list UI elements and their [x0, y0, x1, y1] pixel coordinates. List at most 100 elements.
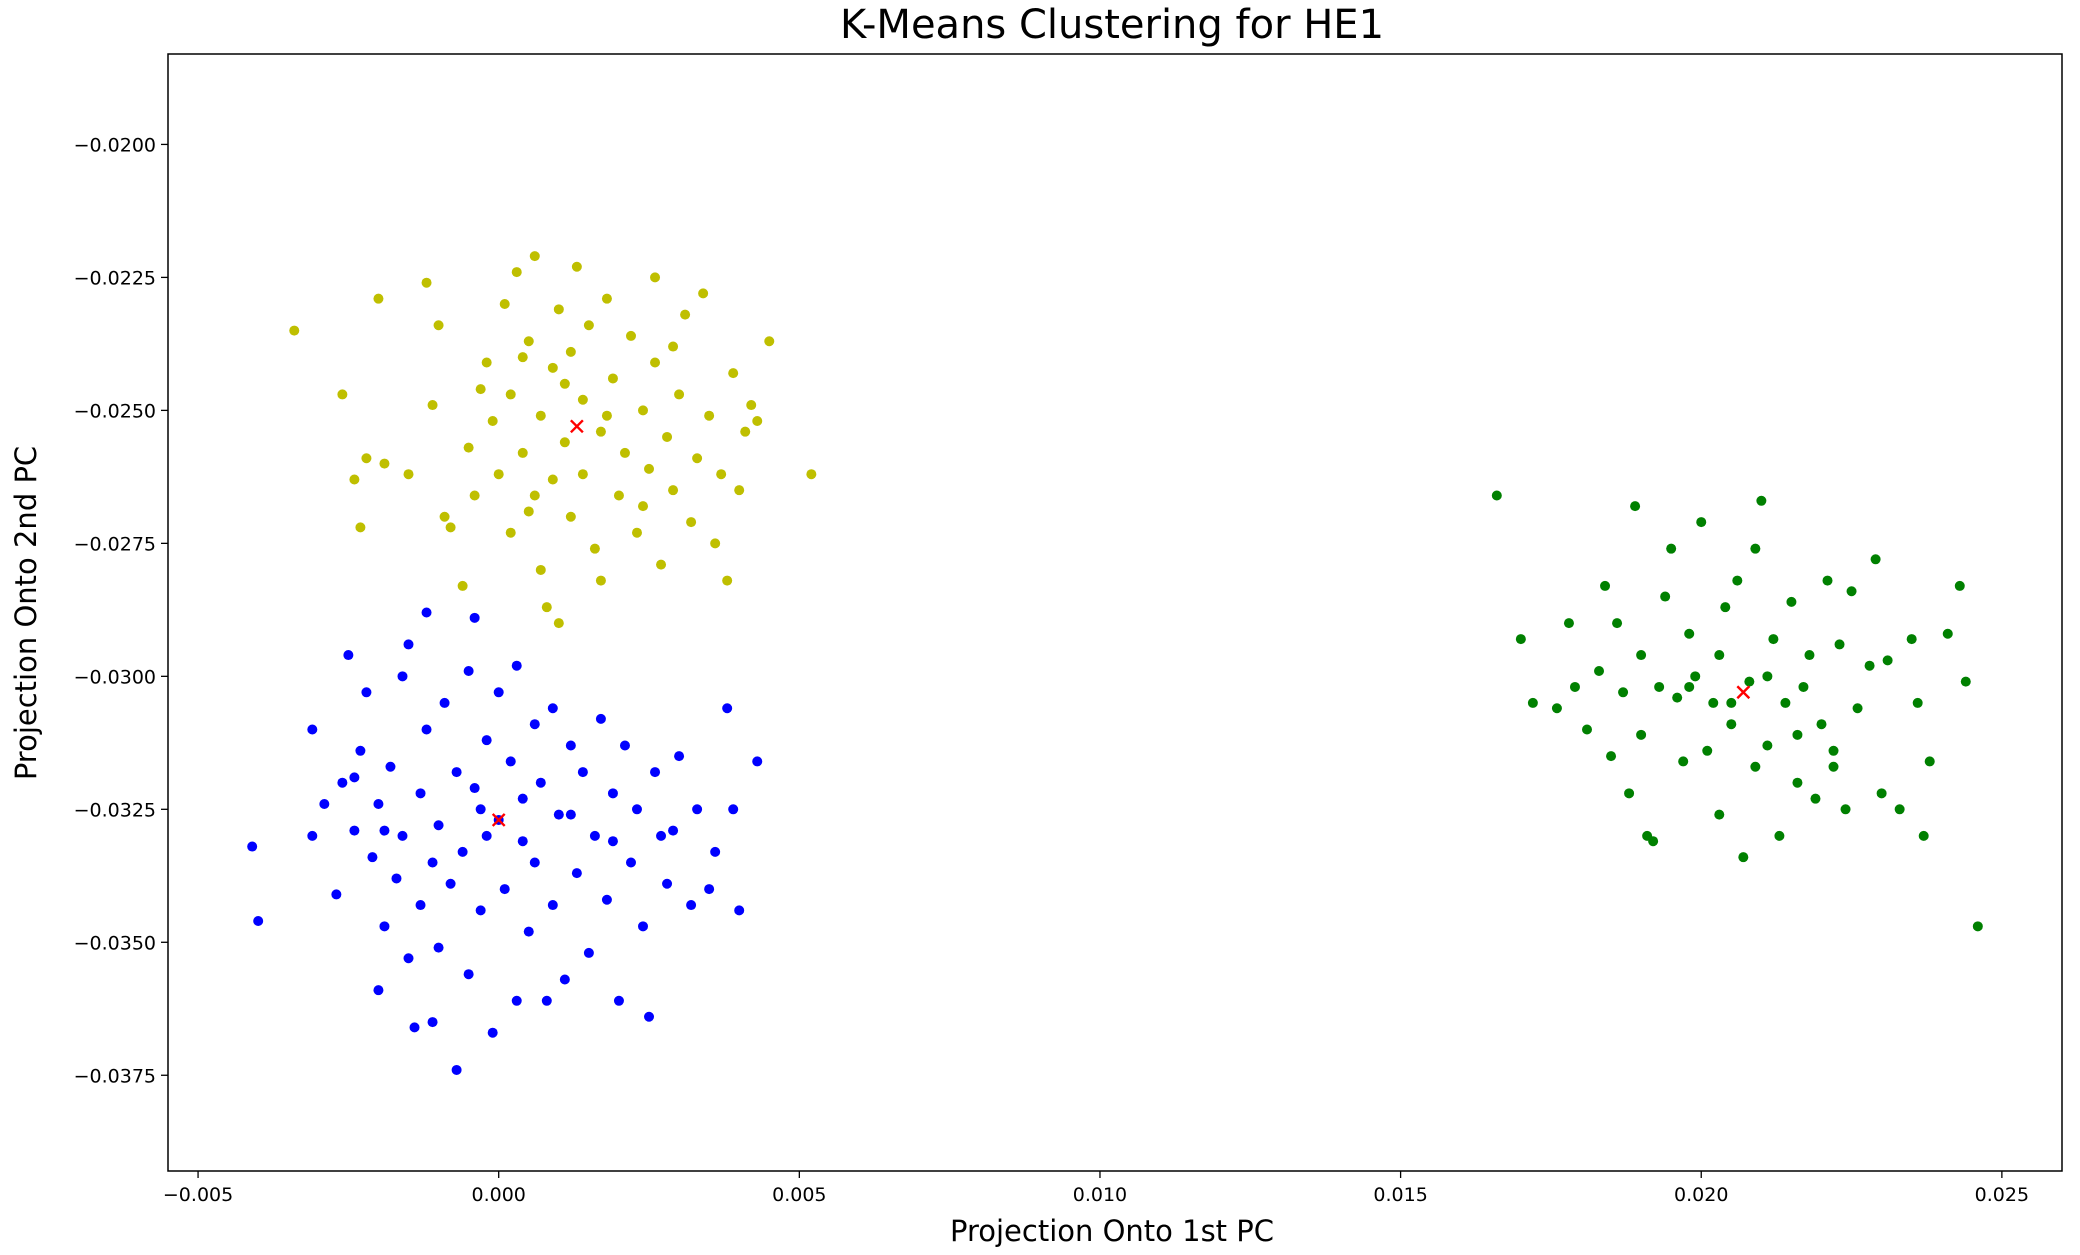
data-point-cluster-2: [433, 942, 444, 953]
data-point-cluster-1: [553, 618, 564, 629]
data-point-cluster-1: [535, 564, 546, 575]
data-point-cluster-2: [529, 719, 540, 730]
data-point-cluster-3: [1648, 836, 1659, 847]
x-tick-label: 0.020: [1674, 1184, 1728, 1206]
data-point-cluster-3: [1882, 655, 1893, 666]
data-point-cluster-1: [686, 517, 697, 528]
data-point-cluster-1: [704, 410, 715, 421]
x-tick-label: 0.015: [1373, 1184, 1427, 1206]
data-point-cluster-2: [475, 905, 486, 916]
data-point-cluster-3: [1792, 777, 1803, 788]
data-point-cluster-1: [752, 416, 763, 427]
data-point-cluster-3: [1581, 724, 1592, 735]
data-point-cluster-2: [511, 995, 522, 1006]
data-point-cluster-3: [1846, 586, 1857, 597]
data-point-cluster-2: [583, 947, 594, 958]
data-point-cluster-2: [337, 777, 348, 788]
data-point-cluster-2: [692, 804, 703, 815]
data-point-cluster-3: [1762, 740, 1773, 751]
data-point-cluster-1: [373, 293, 384, 304]
data-point-cluster-2: [656, 830, 667, 841]
data-point-cluster-1: [601, 293, 612, 304]
data-point-cluster-1: [571, 261, 582, 272]
data-point-cluster-1: [421, 277, 432, 288]
data-point-cluster-3: [1563, 618, 1574, 629]
data-point-cluster-2: [734, 905, 745, 916]
data-point-cluster-3: [1666, 543, 1677, 554]
data-point-cluster-3: [1786, 596, 1797, 607]
data-point-cluster-3: [1527, 697, 1538, 708]
data-point-cluster-3: [1636, 650, 1647, 661]
data-point-cluster-1: [565, 346, 576, 357]
data-point-cluster-2: [619, 740, 630, 751]
y-tick-label: −0.0225: [74, 267, 156, 289]
data-point-cluster-1: [487, 416, 498, 427]
y-tick-label: −0.0275: [74, 533, 156, 555]
centroid-marker: [1736, 685, 1751, 700]
data-point-cluster-2: [421, 607, 432, 618]
data-point-cluster-1: [427, 400, 438, 411]
data-point-cluster-2: [421, 724, 432, 735]
data-point-cluster-1: [698, 288, 709, 299]
data-point-cluster-2: [415, 788, 426, 799]
data-point-cluster-3: [1864, 660, 1875, 671]
data-point-cluster-2: [674, 751, 685, 762]
data-point-cluster-2: [686, 900, 697, 911]
data-point-cluster-2: [349, 772, 360, 783]
data-point-cluster-2: [704, 884, 715, 895]
data-point-cluster-1: [650, 272, 661, 283]
x-tick-label: 0.010: [1073, 1184, 1127, 1206]
data-point-cluster-2: [517, 793, 528, 804]
y-axis-title: Projection Onto 2nd PC: [9, 446, 43, 780]
data-point-cluster-1: [439, 511, 450, 522]
data-point-cluster-2: [409, 1022, 420, 1033]
data-point-cluster-1: [764, 336, 775, 347]
data-point-cluster-3: [1624, 788, 1635, 799]
data-point-cluster-3: [1756, 495, 1767, 506]
data-point-cluster-1: [529, 251, 540, 262]
data-point-cluster-2: [439, 697, 450, 708]
chart-title: K-Means Clustering for HE1: [840, 2, 1384, 48]
y-tick-label: −0.0200: [74, 134, 156, 156]
data-point-cluster-1: [517, 447, 528, 458]
data-point-cluster-3: [1720, 602, 1731, 613]
data-point-cluster-2: [361, 687, 372, 698]
data-point-cluster-2: [481, 735, 492, 746]
data-point-cluster-1: [493, 469, 504, 480]
data-point-cluster-2: [499, 884, 510, 895]
data-point-cluster-2: [517, 836, 528, 847]
data-point-cluster-3: [1822, 575, 1833, 586]
data-point-cluster-1: [668, 485, 679, 496]
data-point-cluster-2: [493, 687, 504, 698]
data-point-cluster-2: [662, 878, 673, 889]
data-point-cluster-2: [529, 857, 540, 868]
data-point-cluster-2: [349, 825, 360, 836]
data-point-cluster-2: [391, 873, 402, 884]
plot-frame: [167, 53, 2063, 1172]
data-point-cluster-2: [511, 660, 522, 671]
data-point-cluster-2: [625, 857, 636, 868]
x-tick-label: 0.025: [1975, 1184, 2029, 1206]
data-point-cluster-2: [565, 809, 576, 820]
data-point-cluster-1: [541, 602, 552, 613]
data-point-cluster-3: [1906, 634, 1917, 645]
data-point-cluster-3: [1678, 756, 1689, 767]
data-point-cluster-1: [535, 410, 546, 421]
data-point-cluster-2: [535, 777, 546, 788]
data-point-cluster-3: [1726, 719, 1737, 730]
data-point-cluster-1: [517, 352, 528, 363]
data-point-cluster-3: [1696, 517, 1707, 528]
data-point-cluster-1: [523, 336, 534, 347]
data-point-cluster-2: [547, 703, 558, 714]
data-point-cluster-2: [631, 804, 642, 815]
data-point-cluster-3: [1816, 719, 1827, 730]
y-tick-label: −0.0300: [74, 666, 156, 688]
data-point-cluster-1: [547, 474, 558, 485]
data-point-cluster-3: [1894, 804, 1905, 815]
data-point-cluster-3: [1708, 697, 1719, 708]
data-point-cluster-1: [631, 527, 642, 538]
data-point-cluster-2: [523, 926, 534, 937]
data-point-cluster-1: [625, 330, 636, 341]
